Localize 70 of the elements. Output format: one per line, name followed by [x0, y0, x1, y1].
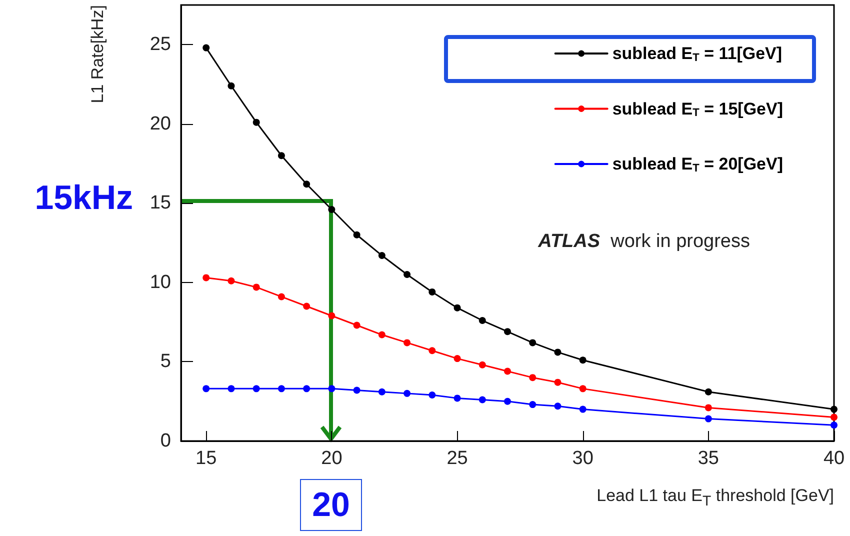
point: [228, 385, 235, 392]
point: [228, 82, 235, 90]
y-tick-label: 10: [150, 272, 171, 293]
x-tick-label: 20: [321, 448, 342, 469]
point: [202, 44, 210, 52]
text: 15kHz: [34, 179, 133, 218]
point: [278, 293, 285, 300]
point: [378, 252, 386, 259]
point: [353, 386, 360, 394]
point: [454, 304, 461, 312]
point: [303, 302, 310, 310]
x-tick-label: 35: [698, 448, 719, 469]
point: [504, 328, 511, 336]
point: [378, 388, 386, 396]
point: [328, 206, 336, 214]
x-tick-label: 25: [446, 448, 468, 469]
point: [428, 392, 436, 399]
point: [303, 385, 310, 392]
point: [454, 394, 461, 402]
point: [328, 385, 336, 392]
point: [252, 118, 260, 126]
point: [529, 401, 536, 408]
point: [579, 385, 586, 392]
point: [478, 361, 486, 368]
point: [830, 406, 838, 413]
point: [478, 317, 486, 324]
x-tick-label: 30: [572, 448, 594, 469]
point: [278, 385, 285, 392]
point: [704, 404, 712, 412]
point: [278, 152, 285, 160]
y-tick-label: 5: [160, 351, 171, 372]
point: [454, 355, 461, 362]
annotation: ATLAS work in progress: [537, 231, 750, 252]
point: [504, 368, 511, 375]
y-tick-label: 20: [150, 113, 171, 134]
point: [529, 339, 536, 346]
point: [353, 231, 360, 238]
point: [428, 347, 436, 354]
point: [554, 378, 562, 386]
point: [252, 385, 260, 392]
point: [303, 180, 310, 188]
x-tick-label: 15: [196, 448, 217, 469]
point: [830, 422, 838, 429]
point: [404, 339, 411, 346]
point: [830, 414, 838, 421]
y-axis-title: L1 Rate[kHz]: [88, 5, 107, 104]
point: [404, 271, 411, 278]
point: [378, 331, 386, 338]
point: [202, 385, 210, 392]
point: [353, 322, 360, 329]
point: [554, 402, 562, 410]
point: [704, 415, 712, 422]
point: [252, 284, 260, 291]
point: [202, 274, 210, 282]
point: [504, 398, 511, 405]
point: [328, 312, 336, 320]
point: [404, 390, 411, 397]
x-tick-label: 40: [823, 448, 845, 469]
point: [579, 356, 586, 364]
point: [554, 348, 562, 356]
point: [228, 277, 235, 284]
x-axis-title: Lead L1 tau E$_{T}$ threshold [GeV]: [596, 486, 834, 510]
y-tick-label: 0: [160, 430, 171, 452]
point: [704, 388, 712, 396]
point: [579, 406, 586, 413]
point: [478, 396, 486, 404]
point: [529, 374, 536, 382]
point: [428, 288, 436, 296]
y-tick-label: 25: [150, 34, 171, 56]
y-tick-label: 15: [150, 192, 171, 214]
